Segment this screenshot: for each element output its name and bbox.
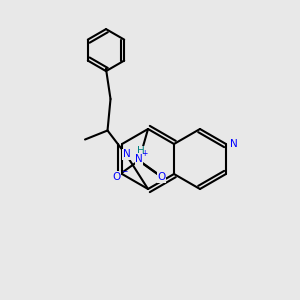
Text: H: H bbox=[136, 146, 144, 157]
Text: O: O bbox=[112, 172, 121, 182]
Text: −: − bbox=[122, 167, 128, 176]
Text: N: N bbox=[135, 154, 143, 164]
Text: O: O bbox=[158, 172, 166, 182]
Text: +: + bbox=[141, 149, 148, 158]
Text: N: N bbox=[230, 139, 238, 149]
Text: N: N bbox=[122, 149, 130, 160]
